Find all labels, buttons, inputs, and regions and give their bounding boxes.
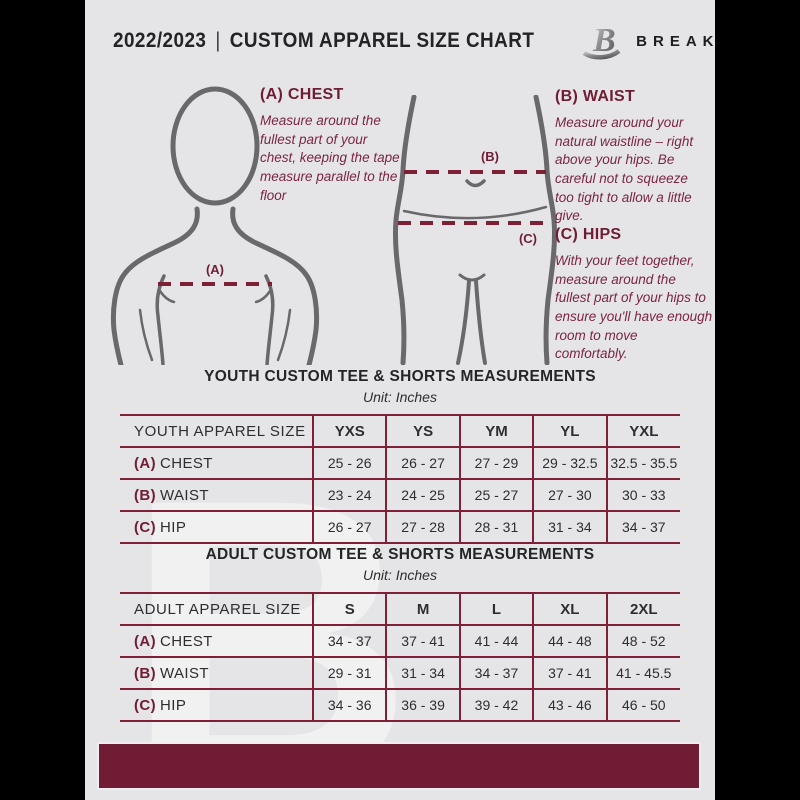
youth-table-unit: Unit: Inches bbox=[363, 389, 437, 405]
size-range-cell: 41 - 45.5 bbox=[605, 656, 680, 690]
chest-guide-text: Measure around the fullest part of your … bbox=[260, 113, 400, 203]
title-divider: | bbox=[215, 29, 221, 52]
size-range-cell: 26 - 27 bbox=[311, 510, 387, 544]
size-range-cell: 41 - 44 bbox=[458, 624, 534, 658]
row-prefix: (A) bbox=[134, 632, 157, 650]
navel-mark bbox=[465, 179, 486, 188]
size-range-cell: 31 - 34 bbox=[532, 510, 607, 544]
size-column-ym: YM bbox=[458, 414, 534, 448]
hips-guide-text: With your feet together, measure around … bbox=[555, 253, 713, 362]
waist-guide-heading: (B) WAIST bbox=[555, 88, 636, 105]
size-range-cell: 26 - 27 bbox=[385, 446, 460, 480]
row-prefix: (B) bbox=[134, 664, 157, 682]
row-label: (B) WAIST bbox=[120, 656, 313, 690]
torso-figure: (A) bbox=[110, 86, 320, 365]
size-label-header: ADULT APPAREL SIZE bbox=[120, 592, 313, 626]
measurement-row: (A) CHEST 25 - 26 26 - 27 27 - 29 29 - 32.5 32… bbox=[120, 446, 680, 480]
size-column-ys: YS bbox=[385, 414, 460, 448]
size-range-cell: 34 - 37 bbox=[311, 624, 387, 658]
chest-guide-heading: (A) CHEST bbox=[260, 86, 344, 103]
size-column-2xl: 2XL bbox=[605, 592, 680, 626]
hips-figure: (B) (C) bbox=[392, 95, 560, 365]
size-range-cell: 37 - 41 bbox=[385, 624, 460, 658]
figure-head bbox=[170, 86, 260, 206]
size-range-cell: 44 - 48 bbox=[532, 624, 607, 658]
adult-size-table: ADULT APPAREL SIZE S M L XL 2XL (A) CHEST 34 - 3… bbox=[120, 592, 680, 722]
brand-lockup: B BREAKAWAY bbox=[581, 20, 715, 62]
size-range-cell: 27 - 29 bbox=[458, 446, 534, 480]
row-label: (A) CHEST bbox=[120, 446, 313, 480]
breakaway-logo-icon: B bbox=[582, 22, 621, 60]
size-chart-page: B 2022/2023 | CUSTOM APPAREL SIZE CHART B … bbox=[85, 0, 715, 800]
size-column-m: M bbox=[385, 592, 460, 626]
size-range-cell: 24 - 25 bbox=[385, 478, 460, 512]
adult-table-unit: Unit: Inches bbox=[363, 567, 437, 583]
chest-marker-label: (A) bbox=[206, 262, 224, 277]
crotch-line bbox=[458, 273, 486, 282]
measurement-row: (C) HIP 26 - 27 27 - 28 28 - 31 31 - 34 34 - 3… bbox=[120, 510, 680, 544]
youth-table-title: YOUTH CUSTOM TEE & SHORTS MEASUREMENTS bbox=[204, 368, 596, 385]
row-prefix: (C) bbox=[134, 696, 157, 714]
size-range-cell: 34 - 37 bbox=[605, 510, 680, 544]
page-title: 2022/2023 | CUSTOM APPAREL SIZE CHART bbox=[113, 29, 534, 53]
size-range-cell: 48 - 52 bbox=[605, 624, 680, 658]
size-range-cell: 34 - 37 bbox=[458, 656, 534, 690]
size-range-cell: 31 - 34 bbox=[385, 656, 460, 690]
size-range-cell: 43 - 46 bbox=[532, 688, 607, 722]
row-prefix: (B) bbox=[134, 486, 157, 504]
size-range-cell: 34 - 36 bbox=[311, 688, 387, 722]
size-range-cell: 29 - 32.5 bbox=[532, 446, 607, 480]
footer-accent-bar bbox=[97, 742, 701, 790]
size-column-yl: YL bbox=[532, 414, 607, 448]
hips-guide-heading: (C) HIPS bbox=[555, 226, 622, 243]
size-range-cell: 32.5 - 35.5 bbox=[605, 446, 680, 480]
size-range-cell: 23 - 24 bbox=[311, 478, 387, 512]
size-column-s: S bbox=[311, 592, 387, 626]
size-label-header: YOUTH APPAREL SIZE bbox=[120, 414, 313, 448]
waist-marker-label: (B) bbox=[481, 149, 499, 164]
size-range-cell: 30 - 33 bbox=[605, 478, 680, 512]
table-header-row: ADULT APPAREL SIZE S M L XL 2XL bbox=[120, 592, 680, 626]
size-range-cell: 27 - 30 bbox=[532, 478, 607, 512]
youth-section: YOUTH CUSTOM TEE & SHORTS MEASUREMENTS U… bbox=[85, 368, 715, 544]
size-range-cell: 27 - 28 bbox=[385, 510, 460, 544]
season-label: 2022/2023 bbox=[113, 29, 207, 52]
row-label: (A) CHEST bbox=[120, 624, 313, 658]
size-range-cell: 37 - 41 bbox=[532, 656, 607, 690]
size-range-cell: 25 - 27 bbox=[458, 478, 534, 512]
adult-section: ADULT CUSTOM TEE & SHORTS MEASUREMENTS U… bbox=[85, 546, 715, 722]
size-range-cell: 46 - 50 bbox=[605, 688, 680, 722]
row-label: (C) HIP bbox=[120, 510, 313, 544]
size-column-yxl: YXL bbox=[605, 414, 680, 448]
hip-crease-line bbox=[402, 205, 548, 220]
hips-marker-label: (C) bbox=[519, 231, 537, 246]
size-column-yxs: YXS bbox=[311, 414, 387, 448]
size-range-cell: 28 - 31 bbox=[458, 510, 534, 544]
measurement-row: (B) WAIST 29 - 31 31 - 34 34 - 37 37 - 41 41 -… bbox=[120, 656, 680, 690]
table-header-row: YOUTH APPAREL SIZE YXS YS YM YL YXL bbox=[120, 414, 680, 448]
measurement-row: (B) WAIST 23 - 24 24 - 25 25 - 27 27 - 30 30 -… bbox=[120, 478, 680, 512]
row-label: (C) HIP bbox=[120, 688, 313, 722]
size-column-l: L bbox=[458, 592, 534, 626]
row-prefix: (C) bbox=[134, 518, 157, 536]
size-column-xl: XL bbox=[532, 592, 607, 626]
header: 2022/2023 | CUSTOM APPAREL SIZE CHART B BR… bbox=[85, 20, 715, 62]
waist-guide-text: Measure around your natural waistline – … bbox=[555, 115, 694, 224]
measurement-row: (C) HIP 34 - 36 36 - 39 39 - 42 43 - 46 46 - 5… bbox=[120, 688, 680, 722]
chart-title: CUSTOM APPAREL SIZE CHART bbox=[229, 29, 535, 52]
row-label: (B) WAIST bbox=[120, 478, 313, 512]
size-range-cell: 29 - 31 bbox=[311, 656, 387, 690]
row-prefix: (A) bbox=[134, 454, 157, 472]
size-range-cell: 25 - 26 bbox=[311, 446, 387, 480]
youth-size-table: YOUTH APPAREL SIZE YXS YS YM YL YXL (A) CHEST 25… bbox=[120, 414, 680, 544]
measurement-row: (A) CHEST 34 - 37 37 - 41 41 - 44 44 - 48 48 -… bbox=[120, 624, 680, 658]
size-range-cell: 36 - 39 bbox=[385, 688, 460, 722]
adult-table-title: ADULT CUSTOM TEE & SHORTS MEASUREMENTS bbox=[205, 546, 595, 563]
svg-text:B: B bbox=[592, 22, 616, 59]
brand-name: BREAKAWAY bbox=[636, 32, 715, 50]
size-range-cell: 39 - 42 bbox=[458, 688, 534, 722]
